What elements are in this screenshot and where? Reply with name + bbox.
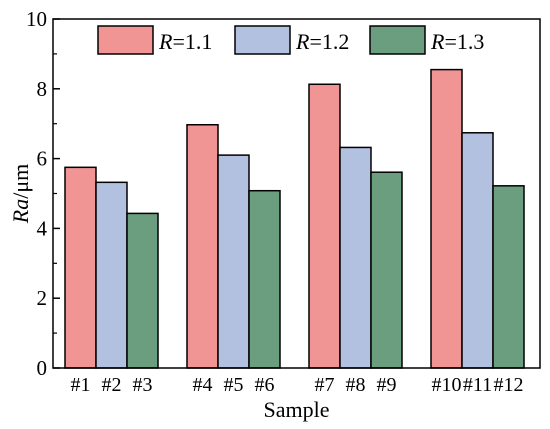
x-tick-label-11: #11 bbox=[463, 374, 492, 396]
bar-sample-8 bbox=[339, 146, 372, 369]
bar-sample-12 bbox=[492, 185, 525, 369]
bar-sample-2 bbox=[95, 181, 128, 369]
x-tick-label-3: #3 bbox=[133, 374, 153, 396]
x-tick-label-4: #4 bbox=[193, 374, 213, 396]
y-tick-label-1: 2 bbox=[37, 286, 48, 310]
y-tick-label-5: 10 bbox=[26, 7, 47, 31]
x-tick-label-9: #9 bbox=[377, 374, 397, 396]
bar-sample-9 bbox=[370, 171, 403, 369]
x-tick-label-10: #10 bbox=[432, 374, 462, 396]
bar-sample-3 bbox=[126, 212, 159, 369]
legend-swatch-2 bbox=[234, 25, 291, 55]
legend-label-1: R=1.1 bbox=[158, 29, 212, 54]
x-tick-label-2: #2 bbox=[102, 374, 122, 396]
y-axis: 0 2 4 6 8 10 bbox=[26, 7, 60, 380]
x-tick-label-1: #1 bbox=[71, 374, 91, 396]
y-tick-label-2: 4 bbox=[37, 216, 48, 240]
y-tick-label-0: 0 bbox=[37, 356, 48, 380]
y-axis-label: Ra/μm bbox=[8, 164, 33, 224]
x-tick-label-7: #7 bbox=[315, 374, 335, 396]
bar-sample-11 bbox=[461, 132, 494, 369]
bars-layer bbox=[64, 68, 525, 369]
bar-sample-6 bbox=[248, 189, 281, 369]
legend-label-2: R=1.2 bbox=[295, 29, 349, 54]
y-tick-label-4: 8 bbox=[37, 77, 48, 101]
x-axis: #1 #2 #3 #4 #5 #6 #7 #8 #9 #10 #11 #12 bbox=[71, 374, 524, 396]
legend-swatch-1 bbox=[97, 25, 154, 55]
bar-sample-10 bbox=[430, 68, 463, 369]
bar-sample-5 bbox=[217, 154, 250, 369]
x-tick-label-5: #5 bbox=[224, 374, 244, 396]
y-tick-label-3: 6 bbox=[37, 147, 48, 171]
legend: R=1.1 R=1.2 R=1.3 bbox=[97, 25, 484, 55]
x-tick-label-8: #8 bbox=[346, 374, 366, 396]
bar-sample-1 bbox=[64, 166, 97, 369]
x-tick-label-6: #6 bbox=[255, 374, 275, 396]
x-tick-label-12: #12 bbox=[494, 374, 524, 396]
legend-label-3: R=1.3 bbox=[430, 29, 484, 54]
legend-swatch-3 bbox=[369, 25, 426, 55]
bar-sample-4 bbox=[186, 123, 219, 369]
x-axis-label: Sample bbox=[264, 397, 330, 422]
bar-sample-7 bbox=[308, 83, 341, 369]
